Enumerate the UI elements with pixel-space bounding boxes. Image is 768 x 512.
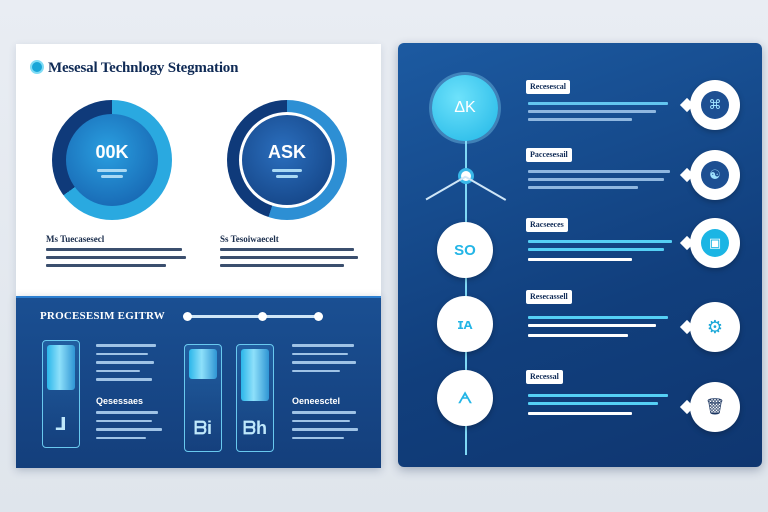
caption-left: Ms Tuecasesecl bbox=[46, 234, 188, 272]
donut-chart-1: 00K bbox=[52, 100, 172, 220]
row-label-1: Recesescal bbox=[526, 80, 570, 94]
process-text-d: Oeneesctel bbox=[292, 396, 362, 445]
donut-value: ASK bbox=[267, 142, 306, 162]
trash-icon[interactable]: 🗑 bbox=[690, 382, 740, 432]
process-text-b: Qesessaes bbox=[96, 396, 166, 445]
slider-knob-right[interactable] bbox=[314, 312, 323, 321]
timeline-line bbox=[465, 120, 467, 455]
page-title: Mesesal Technlogy Stegmation bbox=[48, 60, 239, 76]
process-title: PROCESESIM EGITRW bbox=[40, 310, 165, 322]
timeline-node-2[interactable]: ɪᴀ bbox=[437, 296, 493, 352]
cylinder-gauge-2: ᗷi bbox=[184, 344, 222, 452]
slider-knob-mid[interactable] bbox=[258, 312, 267, 321]
process-text-a bbox=[96, 344, 160, 387]
row-label-5: Recessal bbox=[526, 370, 563, 384]
process-panel bbox=[16, 296, 381, 468]
timeline-node-3[interactable]: ᗅ bbox=[437, 370, 493, 426]
row-label-2: Paccesesail bbox=[526, 148, 572, 162]
timeline-node-1[interactable]: SO bbox=[437, 222, 493, 278]
cylinder-gauge-1: ᒧ bbox=[42, 340, 80, 448]
hexagon-logo-icon bbox=[30, 60, 44, 74]
process-text-c bbox=[292, 344, 358, 378]
cylinder-gauge-3: ᗷh bbox=[236, 344, 274, 452]
hub-label: ΔK bbox=[454, 99, 476, 116]
row-label-3: Racseeces bbox=[526, 218, 568, 232]
chip-icon[interactable]: ▣ bbox=[690, 218, 740, 268]
brain-icon[interactable]: ☯ bbox=[690, 150, 740, 200]
progress-slider[interactable] bbox=[183, 312, 323, 321]
row-label-4: Resecassell bbox=[526, 290, 572, 304]
fingerprint-icon[interactable]: ⌘ bbox=[690, 80, 740, 130]
caption-right: Ss Tesoiwaecelt bbox=[220, 234, 360, 272]
donut-chart-2: ASK bbox=[227, 100, 347, 220]
donut-value: 00K bbox=[95, 142, 129, 162]
timeline-hub[interactable]: ΔK bbox=[432, 75, 498, 141]
slider-knob-left[interactable] bbox=[183, 312, 192, 321]
robot-arm-icon[interactable]: ⚙ bbox=[690, 302, 740, 352]
